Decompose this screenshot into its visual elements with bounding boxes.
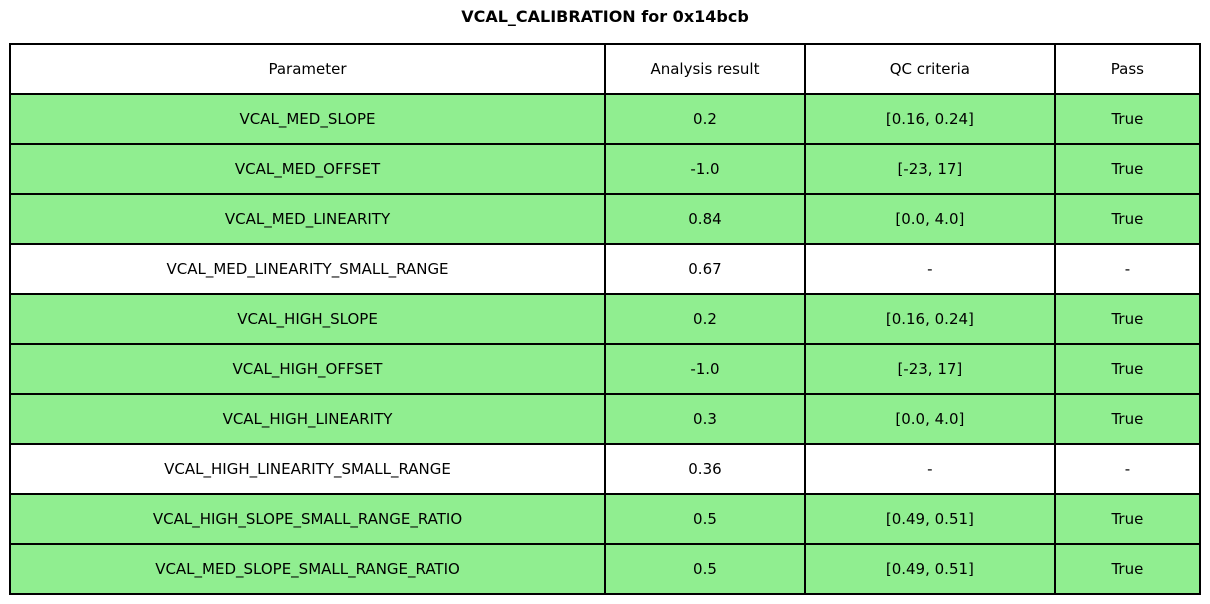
cell-pass: True xyxy=(1053,193,1202,245)
cell-parameter: VCAL_HIGH_SLOPE_SMALL_RANGE_RATIO xyxy=(8,493,607,545)
cell-pass: True xyxy=(1053,343,1202,395)
cell-analysis-result: 0.3 xyxy=(604,393,806,445)
table-row: VCAL_MED_LINEARITY 0.84 [0.0, 4.0] True xyxy=(8,193,1202,245)
cell-parameter: VCAL_HIGH_SLOPE xyxy=(8,293,607,345)
cell-analysis-result: 0.2 xyxy=(604,93,806,145)
cell-analysis-result: 0.67 xyxy=(604,243,806,295)
cell-pass: True xyxy=(1053,93,1202,145)
cell-qc-criteria: - xyxy=(803,443,1056,495)
cell-analysis-result: -1.0 xyxy=(604,143,806,195)
cell-qc-criteria: [-23, 17] xyxy=(803,143,1056,195)
cell-qc-criteria: - xyxy=(803,243,1056,295)
page-title: VCAL_CALIBRATION for 0x14bcb xyxy=(461,7,749,26)
cell-qc-criteria: [-23, 17] xyxy=(803,343,1056,395)
cell-qc-criteria: [0.49, 0.51] xyxy=(803,543,1056,595)
table-header-row: Parameter Analysis result QC criteria Pa… xyxy=(8,43,1202,95)
table-row: VCAL_MED_SLOPE 0.2 [0.16, 0.24] True xyxy=(8,93,1202,145)
cell-parameter: VCAL_MED_LINEARITY_SMALL_RANGE xyxy=(8,243,607,295)
cell-pass: True xyxy=(1053,493,1202,545)
cell-analysis-result: 0.2 xyxy=(604,293,806,345)
table-row: VCAL_HIGH_LINEARITY 0.3 [0.0, 4.0] True xyxy=(8,393,1202,445)
cell-analysis-result: 0.5 xyxy=(604,493,806,545)
cell-pass: - xyxy=(1053,443,1202,495)
column-header-pass: Pass xyxy=(1053,43,1202,95)
cell-parameter: VCAL_MED_OFFSET xyxy=(8,143,607,195)
cell-pass: True xyxy=(1053,143,1202,195)
cell-parameter: VCAL_MED_SLOPE_SMALL_RANGE_RATIO xyxy=(8,543,607,595)
column-header-analysis-result: Analysis result xyxy=(604,43,806,95)
table-row: VCAL_HIGH_OFFSET -1.0 [-23, 17] True xyxy=(8,343,1202,395)
cell-qc-criteria: [0.0, 4.0] xyxy=(803,393,1056,445)
cell-pass: - xyxy=(1053,243,1202,295)
table-row: VCAL_HIGH_LINEARITY_SMALL_RANGE 0.36 - - xyxy=(8,443,1202,495)
table-row: VCAL_HIGH_SLOPE_SMALL_RANGE_RATIO 0.5 [0… xyxy=(8,493,1202,545)
cell-analysis-result: 0.36 xyxy=(604,443,806,495)
cell-parameter: VCAL_HIGH_LINEARITY xyxy=(8,393,607,445)
table-row: VCAL_MED_LINEARITY_SMALL_RANGE 0.67 - - xyxy=(8,243,1202,295)
cell-parameter: VCAL_MED_SLOPE xyxy=(8,93,607,145)
table-row: VCAL_MED_OFFSET -1.0 [-23, 17] True xyxy=(8,143,1202,195)
table-row: VCAL_HIGH_SLOPE 0.2 [0.16, 0.24] True xyxy=(8,293,1202,345)
column-header-parameter: Parameter xyxy=(8,43,607,95)
cell-qc-criteria: [0.16, 0.24] xyxy=(803,93,1056,145)
cell-qc-criteria: [0.0, 4.0] xyxy=(803,193,1056,245)
qc-results-table: Parameter Analysis result QC criteria Pa… xyxy=(8,43,1202,595)
cell-pass: True xyxy=(1053,393,1202,445)
column-header-qc-criteria: QC criteria xyxy=(803,43,1056,95)
cell-analysis-result: 0.84 xyxy=(604,193,806,245)
cell-parameter: VCAL_HIGH_LINEARITY_SMALL_RANGE xyxy=(8,443,607,495)
cell-qc-criteria: [0.16, 0.24] xyxy=(803,293,1056,345)
cell-analysis-result: -1.0 xyxy=(604,343,806,395)
cell-parameter: VCAL_HIGH_OFFSET xyxy=(8,343,607,395)
cell-pass: True xyxy=(1053,543,1202,595)
cell-qc-criteria: [0.49, 0.51] xyxy=(803,493,1056,545)
table-row: VCAL_MED_SLOPE_SMALL_RANGE_RATIO 0.5 [0.… xyxy=(8,543,1202,595)
cell-analysis-result: 0.5 xyxy=(604,543,806,595)
cell-parameter: VCAL_MED_LINEARITY xyxy=(8,193,607,245)
cell-pass: True xyxy=(1053,293,1202,345)
